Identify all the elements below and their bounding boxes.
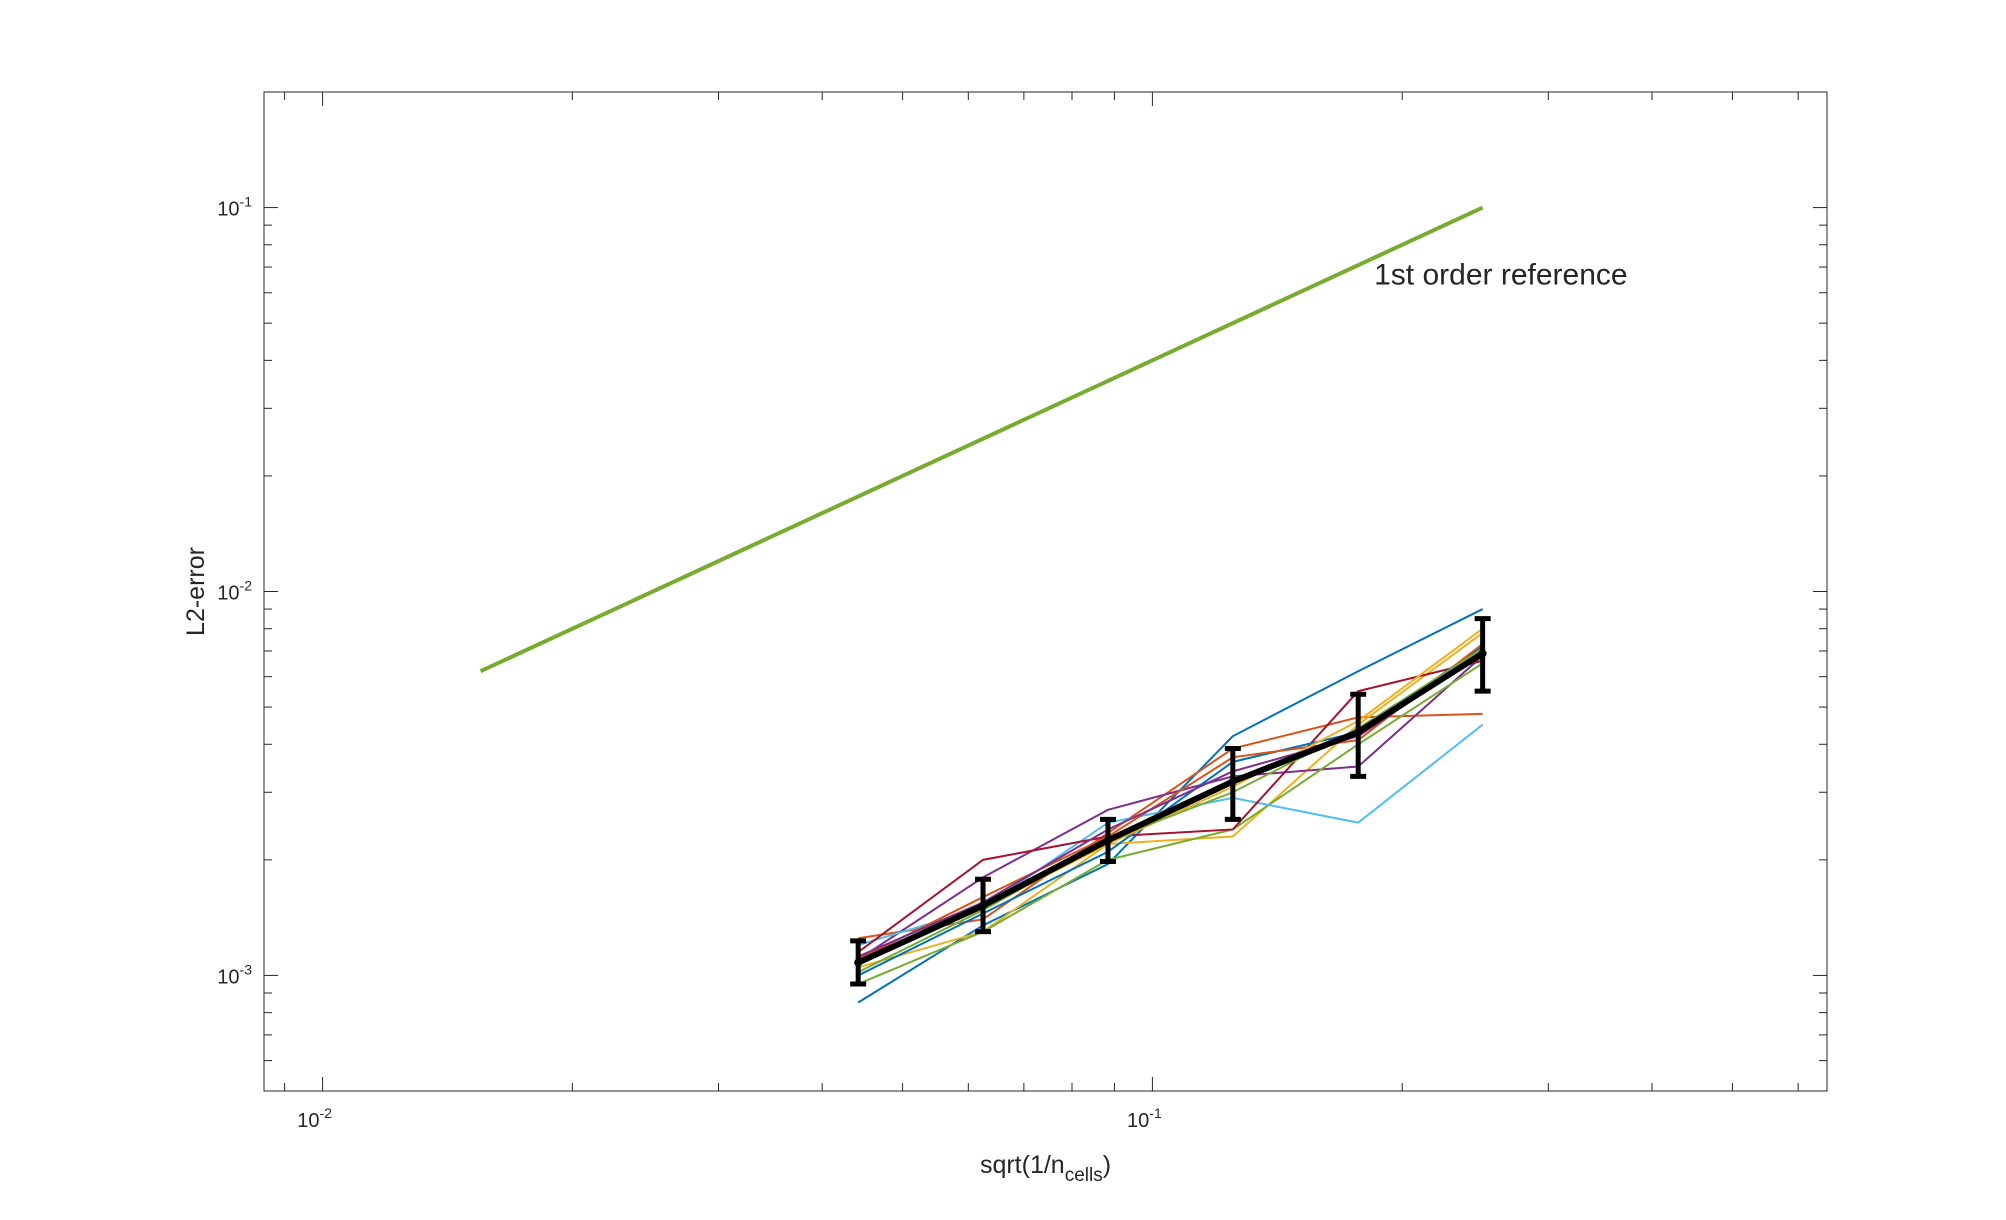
y-axis-label: L2-error — [182, 547, 210, 636]
x-tick-label: 10-1 — [1127, 1105, 1162, 1132]
x-axis-label-main: sqrt(1/n — [980, 1151, 1065, 1179]
series-line-5 — [857, 662, 1484, 985]
first-order-reference-line — [479, 205, 1484, 674]
y-tick-labels: 10-3 10-2 10-1 — [217, 194, 252, 989]
x-axis-label-subscript: cells — [1065, 1165, 1103, 1186]
x-tick-label: 10-2 — [297, 1105, 332, 1132]
x-axis-label-suffix: ) — [1103, 1151, 1111, 1179]
minor-ticks — [264, 91, 1827, 1092]
mean-layer — [850, 616, 1491, 987]
y-tick-label: 10-2 — [217, 578, 252, 605]
series-line-3 — [857, 632, 1484, 969]
reference-annotation: 1st order reference — [1374, 259, 1627, 292]
mean-point — [1103, 836, 1112, 845]
mean-point — [1354, 728, 1363, 737]
mean-point — [854, 958, 863, 967]
mean-point — [1228, 777, 1237, 786]
series-line-12 — [857, 647, 1484, 974]
y-tick-label: 10-1 — [217, 194, 252, 221]
x-axis-label: sqrt(1/ncells) — [980, 1151, 1111, 1186]
y-tick-label: 10-3 — [217, 961, 252, 988]
series-line-9 — [857, 643, 1484, 961]
mean-point — [979, 901, 988, 910]
reference-layer — [479, 205, 1484, 674]
x-tick-labels: 10-2 10-1 — [297, 1105, 1162, 1132]
mean-line — [856, 650, 1485, 966]
series-line-4 — [857, 655, 1484, 961]
series-line-7 — [857, 659, 1483, 953]
mean-point — [1478, 649, 1487, 658]
